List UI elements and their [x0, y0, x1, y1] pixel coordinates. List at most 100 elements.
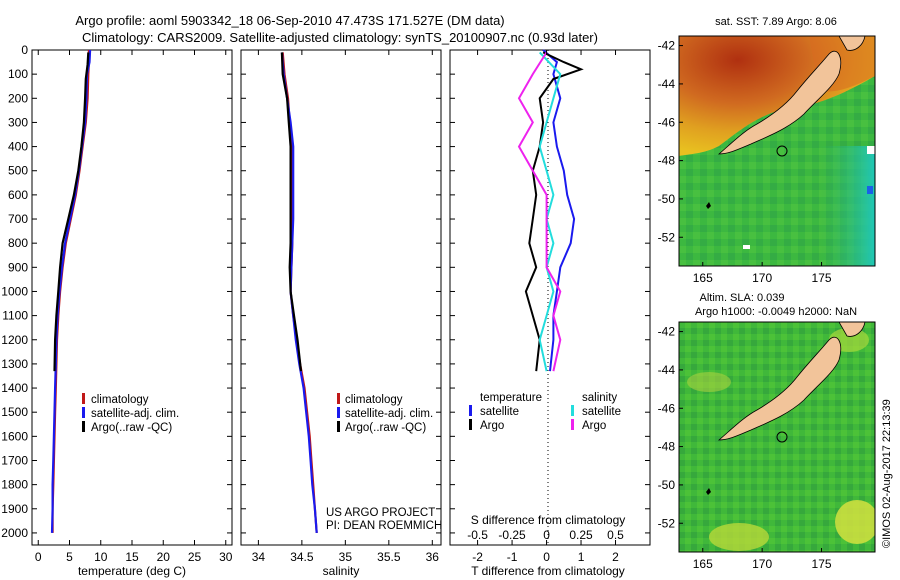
- salinity-x-tick-label: 34.5: [290, 550, 314, 564]
- depth-tick-label: 100: [8, 67, 28, 81]
- s-difference-label: S difference from climatology: [471, 513, 626, 527]
- depth-tick-label: 2000: [1, 526, 28, 540]
- map-lat-label: -48: [658, 440, 676, 454]
- series-line-t-satellite: [542, 49, 576, 372]
- t-difference-label: T difference from climatology: [471, 564, 625, 578]
- legend-swatch-t-satellite: [469, 405, 472, 416]
- map-lat-label: -42: [658, 39, 676, 53]
- temperature-axes-box: [31, 49, 233, 546]
- s-difference-tick-label: 0: [543, 528, 550, 542]
- depth-tick-label: 1600: [1, 429, 28, 443]
- temperature-x-tick-label: 0: [35, 550, 42, 564]
- map-lat-label: -50: [658, 478, 676, 492]
- temperature-panel: 0 5 10 15 20 25 30 0 100 200 300 400 500 600 700 800 90…: [1, 43, 232, 578]
- temperature-x-tick-label: 25: [188, 550, 202, 564]
- sla-map-title-line-1: Altim. SLA: 0.039: [700, 292, 785, 304]
- temperature-xlabel: temperature (deg C): [78, 564, 186, 578]
- depth-tick-label: 1200: [1, 333, 28, 347]
- difference-x-tick-label: 0: [543, 550, 550, 564]
- depth-tick-label: 400: [8, 140, 28, 154]
- temperature-x-tick-label: 5: [66, 550, 73, 564]
- legend-label-argo: Argo(..raw -QC): [345, 422, 426, 434]
- legend-swatch-t-argo: [469, 419, 472, 430]
- series-line-t-argo: [524, 51, 584, 372]
- sla-high-patch: [835, 500, 875, 544]
- map-lat-label: -44: [658, 77, 676, 91]
- argo-position-marker: [776, 145, 788, 157]
- sla-high-patch: [709, 523, 769, 551]
- depth-tick-label: 900: [8, 260, 28, 274]
- series-line-argo-raw-qc: [280, 52, 303, 372]
- legend-swatch-climatology: [82, 393, 85, 404]
- difference-x-tick-label: -2: [472, 550, 483, 564]
- legend-heading-temperature: temperature: [480, 392, 542, 404]
- depth-tick-label: 600: [8, 188, 28, 202]
- legend-label-climatology: climatology: [91, 394, 149, 406]
- sla-high-patch: [687, 372, 731, 392]
- map-lat-label: -48: [658, 154, 676, 168]
- legend-swatch-argo: [82, 421, 85, 432]
- legend-swatch-climatology: [337, 393, 340, 404]
- map-lat-label: -46: [658, 401, 676, 415]
- stewart-island: [706, 202, 711, 209]
- project-annotation-line-2: PI: DEAN ROEMMICH: [326, 520, 442, 532]
- difference-legend: temperature satellite Argo salinity sate…: [469, 392, 621, 432]
- sst-missing-pixel: [867, 146, 875, 154]
- title-line-2: Climatology: CARS2009. Satellite-adjuste…: [82, 30, 598, 45]
- legend-label-s-argo: Argo: [582, 420, 606, 432]
- salinity-x-tick-label: 36: [426, 550, 440, 564]
- imos-credit: ©IMOS 02-Aug-2017 22:13:39: [881, 399, 893, 548]
- series-line-s-satellite: [538, 51, 562, 372]
- map-lat-label: -42: [658, 325, 676, 339]
- argo-position-marker: [776, 431, 788, 443]
- sst-cool-region: [819, 146, 875, 266]
- sst-map-frame: [678, 35, 876, 267]
- depth-tick-label: 1100: [2, 309, 28, 323]
- coastline-land: [717, 50, 842, 155]
- map-lon-label: 175: [812, 271, 832, 285]
- legend-heading-salinity: salinity: [582, 392, 617, 404]
- depth-tick-label: 1700: [1, 453, 28, 467]
- temperature-x-tick-label: 20: [157, 550, 171, 564]
- legend-swatch-s-satellite: [571, 405, 574, 416]
- title-line-1: Argo profile: aoml 5903342_18 06-Sep-201…: [75, 13, 504, 28]
- legend-swatch-argo: [337, 421, 340, 432]
- depth-tick-label: 1300: [1, 357, 28, 371]
- map-lon-label: 175: [812, 557, 832, 571]
- legend-label-t-satellite: satellite: [480, 406, 519, 418]
- sla-map: 165 170 175 -42 -44 -46 -48 -50 -52: [658, 321, 876, 571]
- depth-tick-label: 500: [8, 164, 28, 178]
- map-lat-label: -50: [658, 192, 676, 206]
- sst-missing-pixel: [743, 245, 750, 249]
- temperature-x-tick-label: 10: [94, 550, 108, 564]
- depth-tick-label: 1400: [1, 381, 28, 395]
- map-lon-label: 170: [752, 557, 772, 571]
- depth-tick-label: 1900: [1, 502, 28, 516]
- salinity-x-tick-label: 35.5: [377, 550, 401, 564]
- temperature-x-tick-label: 30: [219, 550, 233, 564]
- depth-tick-label: 1000: [1, 284, 28, 298]
- series-line-argo-raw-qc: [53, 52, 90, 372]
- legend-label-s-satellite: satellite: [582, 406, 621, 418]
- series-line-satellite-adj-clim: [50, 49, 92, 533]
- legend-swatch-satellite: [337, 407, 340, 418]
- difference-x-tick-label: 2: [612, 550, 619, 564]
- depth-tick-label: 1500: [1, 405, 28, 419]
- salinity-axes-box: [240, 49, 442, 546]
- coastline-land: [717, 336, 842, 441]
- depth-tick-label: 700: [8, 212, 28, 226]
- project-annotation-line-1: US ARGO PROJECT: [326, 507, 435, 519]
- map-lat-label: -44: [658, 363, 676, 377]
- depth-tick-label: 0: [21, 43, 28, 57]
- s-difference-tick-label: 0.5: [607, 528, 624, 542]
- salinity-x-tick-label: 35: [339, 550, 353, 564]
- stewart-island: [706, 488, 711, 495]
- salinity-panel: 34 34.5 35 35.5 36 salinity climatology sate…: [240, 49, 442, 578]
- sla-map-title-line-2: Argo h1000: -0.0049 h2000: NaN: [695, 306, 857, 318]
- difference-axes-box: [449, 49, 651, 546]
- legend-swatch-s-argo: [571, 419, 574, 430]
- legend-label-argo: Argo(..raw -QC): [91, 422, 172, 434]
- legend-label-t-argo: Argo: [480, 420, 504, 432]
- difference-x-tick-label: 1: [578, 550, 585, 564]
